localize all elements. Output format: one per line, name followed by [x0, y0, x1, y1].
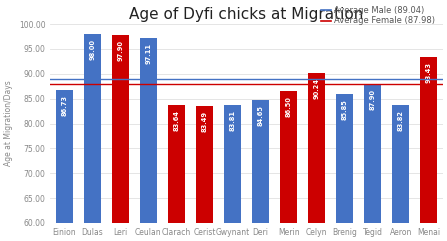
Text: 86.73: 86.73	[61, 95, 67, 116]
Bar	[224, 105, 241, 241]
Bar	[196, 106, 213, 241]
Title: Age of Dyfi chicks at Migration: Age of Dyfi chicks at Migration	[129, 7, 364, 21]
Bar	[280, 91, 297, 241]
Text: 98.00: 98.00	[89, 39, 95, 60]
Text: 83.81: 83.81	[229, 110, 236, 131]
Text: 85.85: 85.85	[342, 100, 348, 120]
Bar	[392, 105, 409, 241]
Text: 83.64: 83.64	[173, 110, 179, 131]
Text: 97.90: 97.90	[117, 40, 123, 60]
Legend: Average Male (89.04), Average Female (87.98): Average Male (89.04), Average Female (87…	[318, 2, 439, 29]
Text: 84.65: 84.65	[257, 105, 264, 126]
Text: 97.11: 97.11	[145, 43, 152, 64]
Text: 93.43: 93.43	[426, 62, 432, 83]
Bar	[308, 73, 325, 241]
Text: 83.49: 83.49	[202, 111, 207, 132]
Text: 87.90: 87.90	[370, 89, 376, 110]
Bar	[420, 57, 437, 241]
Bar	[140, 39, 157, 241]
Bar	[56, 90, 73, 241]
Text: 86.50: 86.50	[286, 96, 291, 117]
Text: 90.24: 90.24	[314, 78, 320, 99]
Bar	[112, 34, 129, 241]
Text: 83.82: 83.82	[398, 109, 404, 131]
Bar	[84, 34, 101, 241]
Bar	[168, 106, 185, 241]
Bar	[336, 94, 353, 241]
Y-axis label: Age at Migration/Days: Age at Migration/Days	[4, 81, 13, 167]
Bar	[364, 84, 381, 241]
Bar	[252, 100, 269, 241]
